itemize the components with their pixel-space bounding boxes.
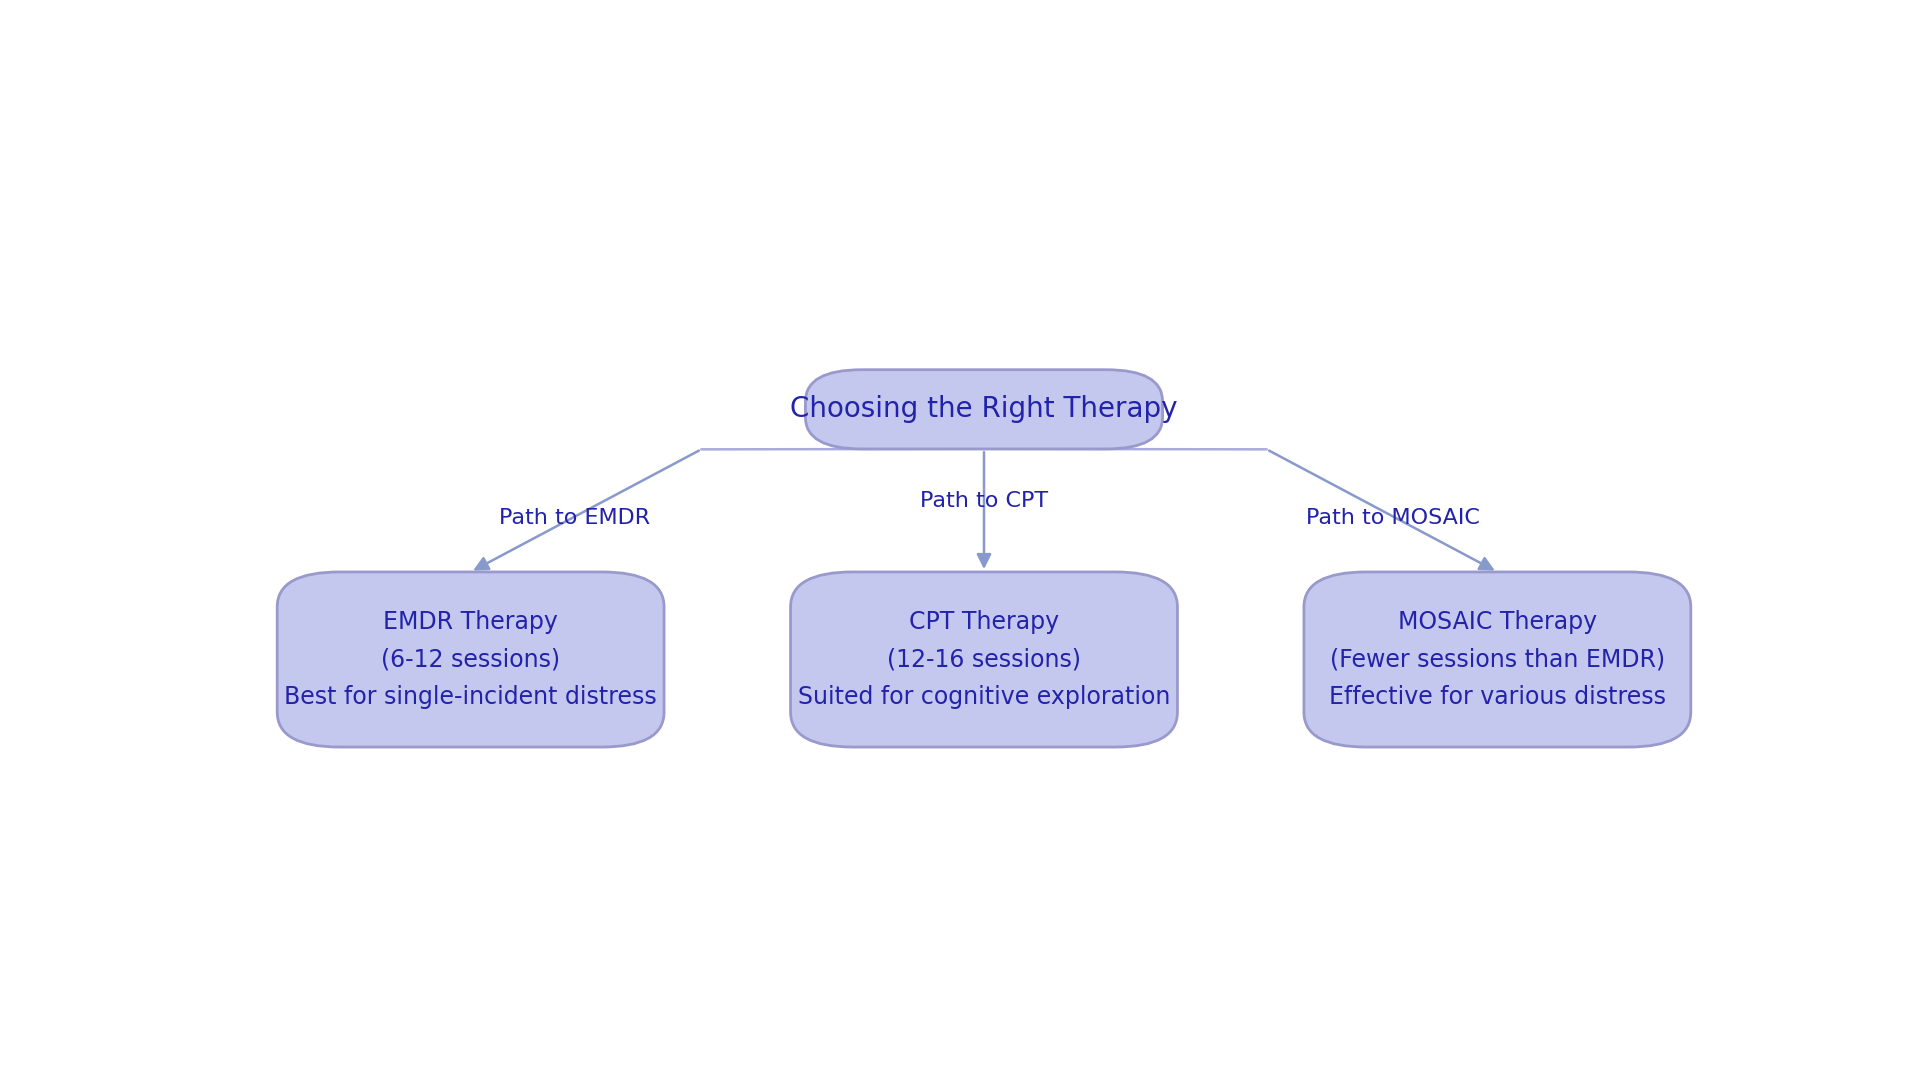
Text: Path to EMDR: Path to EMDR	[499, 508, 651, 527]
Text: Choosing the Right Therapy: Choosing the Right Therapy	[791, 395, 1177, 423]
Text: EMDR Therapy
(6-12 sessions)
Best for single-incident distress: EMDR Therapy (6-12 sessions) Best for si…	[284, 610, 657, 708]
FancyBboxPatch shape	[806, 369, 1162, 449]
Text: CPT Therapy
(12-16 sessions)
Suited for cognitive exploration: CPT Therapy (12-16 sessions) Suited for …	[799, 610, 1169, 708]
Text: Path to MOSAIC: Path to MOSAIC	[1306, 508, 1480, 527]
FancyBboxPatch shape	[1304, 572, 1692, 747]
FancyBboxPatch shape	[276, 572, 664, 747]
Text: MOSAIC Therapy
(Fewer sessions than EMDR)
Effective for various distress: MOSAIC Therapy (Fewer sessions than EMDR…	[1329, 610, 1667, 708]
Text: Path to CPT: Path to CPT	[920, 491, 1048, 511]
FancyBboxPatch shape	[791, 572, 1177, 747]
